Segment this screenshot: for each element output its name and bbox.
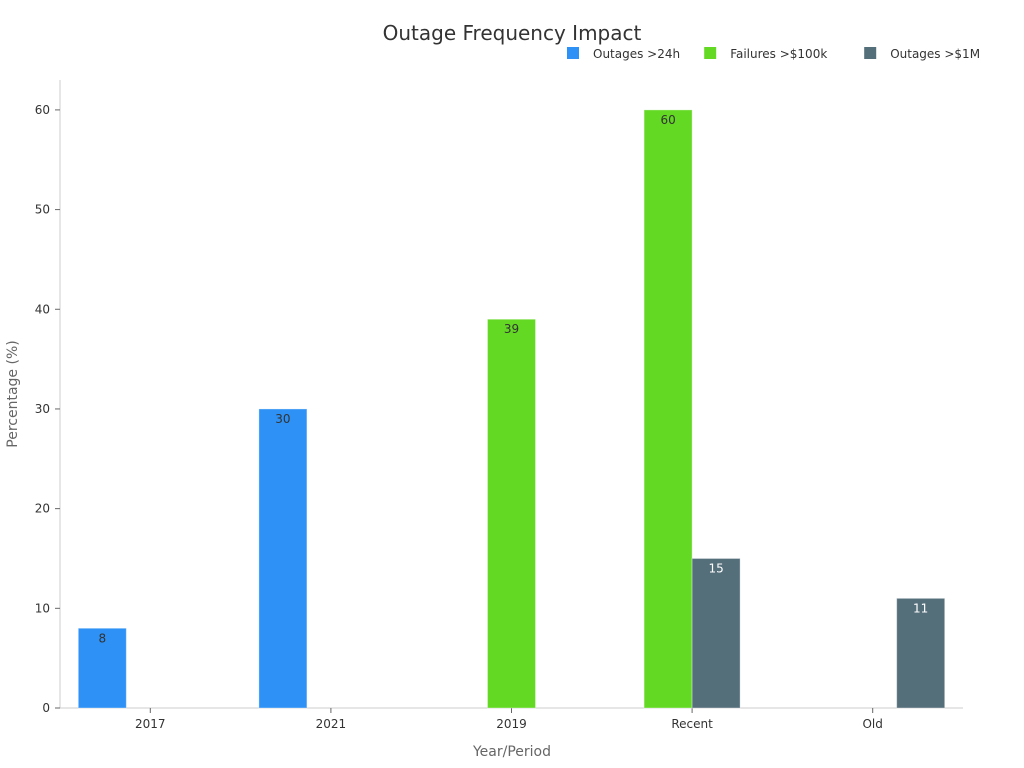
legend-swatch — [864, 47, 877, 59]
bar-labels: 8 30 39 60 15 11 — [98, 113, 928, 645]
bar-value-label: 15 — [708, 561, 723, 575]
legend-swatch — [567, 47, 579, 59]
y-tick-label: 30 — [35, 402, 50, 416]
bar — [258, 408, 308, 709]
bar — [691, 557, 741, 709]
y-tick-label: 20 — [35, 502, 50, 516]
y-tick-label: 10 — [35, 601, 50, 615]
y-tick-label: 0 — [42, 701, 50, 715]
legend-label: Failures >$100k — [730, 47, 827, 61]
bar — [896, 597, 946, 709]
y-axis-label: Percentage (%) — [5, 340, 21, 447]
bar-value-label: 60 — [660, 113, 675, 127]
y-tick-label: 60 — [35, 103, 50, 117]
bar — [77, 627, 127, 709]
bar-value-label: 8 — [98, 631, 106, 645]
legend-label: Outages >$1M — [890, 47, 980, 61]
bar — [487, 318, 536, 709]
chart-title: Outage Frequency Impact — [383, 21, 642, 45]
y-ticks: 0 10 20 30 40 50 60 — [35, 103, 60, 715]
x-tick-label: Old — [862, 717, 882, 731]
legend-label: Outages >24h — [593, 47, 680, 61]
x-ticks: 2017 2021 2019 Recent Old — [135, 708, 883, 731]
bar — [643, 109, 693, 709]
y-tick-label: 50 — [35, 203, 50, 217]
x-tick-label: Recent — [671, 717, 713, 731]
bar-value-label: 39 — [504, 322, 519, 336]
y-tick-label: 40 — [35, 302, 50, 316]
x-axis-label: Year/Period — [472, 744, 551, 760]
legend-swatch — [704, 47, 717, 59]
bar-value-label: 30 — [275, 412, 290, 426]
x-tick-label: 2017 — [135, 717, 166, 731]
x-tick-label: 2019 — [496, 717, 527, 731]
x-tick-label: 2021 — [316, 717, 347, 731]
bars — [77, 109, 946, 709]
bar-value-label: 11 — [913, 601, 928, 615]
legend: Outages >24h Failures >$100k Outages >$1M — [567, 47, 980, 61]
